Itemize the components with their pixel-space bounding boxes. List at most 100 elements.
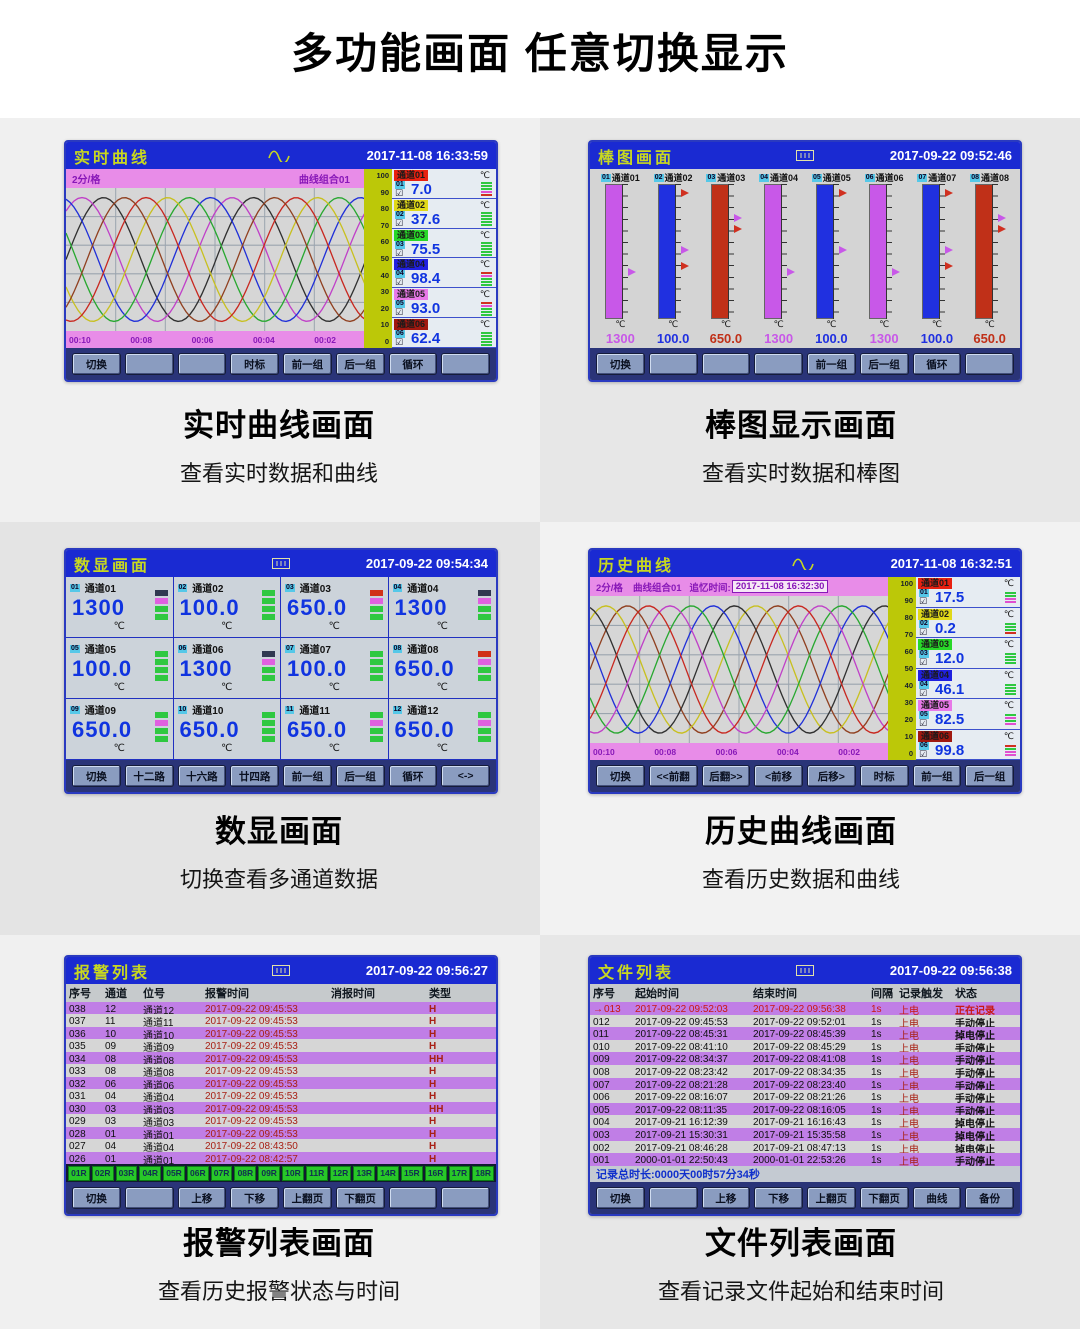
relay-tag[interactable]: 07R	[210, 1165, 233, 1181]
relay-tag[interactable]: 10R	[282, 1165, 304, 1181]
channel-checkbox[interactable]: ☑	[919, 687, 928, 698]
softkey-button[interactable]: 上移	[702, 1188, 750, 1208]
relay-tag[interactable]: 16R	[424, 1165, 447, 1181]
relay-tag[interactable]: 04R	[139, 1165, 162, 1181]
channel-checkbox[interactable]: ☑	[395, 337, 404, 348]
relay-tag[interactable]: 09R	[258, 1165, 281, 1181]
file-row[interactable]: 005 2017-09-22 08:11:35 2017-09-22 08:16:0…	[590, 1102, 1020, 1118]
file-row[interactable]: 007 2017-09-22 08:21:28 2017-09-22 08:23:4…	[590, 1077, 1020, 1093]
softkey-button-blank[interactable]	[125, 354, 173, 374]
relay-tag[interactable]: 01R	[68, 1165, 90, 1181]
relay-tag[interactable]: 17R	[448, 1165, 471, 1181]
status-lights	[262, 651, 275, 681]
softkey-button[interactable]: 备份	[966, 1188, 1013, 1208]
channel-checkbox[interactable]: ☑	[395, 307, 404, 318]
channel-checkbox[interactable]: ☑	[395, 187, 404, 198]
relay-tag[interactable]: 12R	[329, 1165, 352, 1181]
file-row[interactable]: 004 2017-09-21 16:12:39 2017-09-21 16:16:4…	[590, 1115, 1020, 1130]
softkey-button[interactable]: 上翻页	[808, 1188, 855, 1208]
softkey-button[interactable]: 下翻页	[860, 1188, 908, 1208]
softkey-button-blank[interactable]	[702, 354, 750, 374]
softkey-button[interactable]: 上翻页	[284, 1188, 331, 1208]
softkey-button[interactable]: 后移>	[808, 766, 855, 786]
channel-checkbox[interactable]: ☑	[919, 596, 928, 607]
softkey-button[interactable]: 循环	[389, 766, 437, 786]
file-row[interactable]: 003 2017-09-21 15:30:31 2017-09-21 15:35:5…	[590, 1128, 1020, 1143]
file-row[interactable]: →013 2017-09-22 09:52:03 2017-09-22 09:56:…	[590, 1002, 1020, 1017]
softkey-button-blank[interactable]	[966, 354, 1013, 374]
channel-name-label: 通道04	[407, 584, 439, 595]
softkey-button[interactable]: 前一组	[284, 766, 331, 786]
softkey-button-blank[interactable]	[649, 1188, 697, 1208]
softkey-button[interactable]: 切换	[597, 354, 644, 374]
channel-checkbox[interactable]: ☑	[395, 217, 404, 228]
channel-name-label: 通道07	[928, 173, 957, 183]
softkey-button[interactable]: 前一组	[808, 354, 855, 374]
softkey-button[interactable]: <前移	[755, 766, 802, 786]
softkey-button-blank[interactable]	[389, 1188, 437, 1208]
channel-checkbox[interactable]: ☑	[919, 748, 928, 759]
softkey-button[interactable]: 前一组	[284, 354, 331, 374]
softkey-button[interactable]: 后一组	[336, 354, 384, 374]
file-row[interactable]: 008 2017-09-22 08:23:42 2017-09-22 08:34:3…	[590, 1065, 1020, 1080]
file-row[interactable]: 010 2017-09-22 08:41:10 2017-09-22 08:45:2…	[590, 1039, 1020, 1055]
relay-tag[interactable]: 08R	[234, 1165, 257, 1181]
softkey-button[interactable]: 切换	[73, 1188, 120, 1208]
file-row[interactable]: 001 2000-01-01 22:50:43 2000-01-01 22:53:2…	[590, 1153, 1020, 1168]
softkey-button[interactable]: 下移	[231, 1188, 278, 1208]
softkey-button[interactable]: 曲线	[913, 1188, 961, 1208]
softkey-button[interactable]: 循环	[913, 354, 961, 374]
softkey-button-blank[interactable]	[178, 354, 226, 374]
softkey-button[interactable]: 切换	[597, 766, 644, 786]
relay-tag[interactable]: 14R	[377, 1165, 399, 1181]
softkey-button[interactable]: 切换	[73, 354, 120, 374]
softkey-button[interactable]: 十六路	[178, 766, 226, 786]
softkey-button[interactable]: 后一组	[860, 354, 908, 374]
softkey-button-blank[interactable]	[755, 354, 802, 374]
softkey-button[interactable]: 后一组	[966, 766, 1013, 786]
softkey-button[interactable]: 循环	[389, 354, 437, 374]
file-row[interactable]: 006 2017-09-22 08:16:07 2017-09-22 08:21:2…	[590, 1090, 1020, 1105]
status-lights	[478, 712, 491, 742]
relay-tag[interactable]: 02R	[91, 1165, 114, 1181]
relay-tag[interactable]: 06R	[186, 1165, 209, 1181]
softkey-button[interactable]: 后一组	[336, 766, 384, 786]
channel-checkbox[interactable]: ☑	[395, 277, 404, 288]
curve-group-label: 曲线组合01	[632, 582, 682, 594]
file-row[interactable]: 002 2017-09-21 08:46:28 2017-09-21 08:47:1…	[590, 1140, 1020, 1156]
softkey-button[interactable]: 时标	[231, 354, 278, 374]
softkey-button[interactable]: 十二路	[125, 766, 173, 786]
caption-title: 实时曲线画面	[183, 408, 375, 443]
file-row[interactable]: 009 2017-09-22 08:34:37 2017-09-22 08:41:0…	[590, 1052, 1020, 1067]
softkey-button-blank[interactable]	[442, 354, 489, 374]
channel-checkbox[interactable]: ☑	[919, 718, 928, 729]
softkey-button[interactable]: 时标	[860, 766, 908, 786]
scale-tick: 20	[380, 303, 389, 313]
softkey-button[interactable]: <->	[442, 766, 489, 786]
softkey-button-blank[interactable]	[442, 1188, 489, 1208]
channel-item: 通道06 ℃ 06 ☑ 99.8	[916, 729, 1020, 760]
softkey-button[interactable]: 前一组	[913, 766, 961, 786]
relay-tag[interactable]: 05R	[163, 1165, 185, 1181]
channel-checkbox[interactable]: ☑	[919, 626, 928, 637]
softkey-button[interactable]: 下翻页	[336, 1188, 384, 1208]
relay-tag[interactable]: 18R	[472, 1165, 495, 1181]
softkey-button[interactable]: 后翻>>	[702, 766, 750, 786]
relay-tag[interactable]: 13R	[353, 1165, 376, 1181]
channel-checkbox[interactable]: ☑	[919, 657, 928, 668]
softkey-button[interactable]: <<前翻	[649, 766, 697, 786]
softkey-button[interactable]: 上移	[178, 1188, 226, 1208]
channel-checkbox[interactable]: ☑	[395, 247, 404, 258]
softkey-button[interactable]: 下移	[755, 1188, 802, 1208]
softkey-button[interactable]: 切换	[73, 766, 120, 786]
softkey-button-blank[interactable]	[125, 1188, 173, 1208]
relay-tag[interactable]: 15R	[400, 1165, 423, 1181]
softkey-button-blank[interactable]	[649, 354, 697, 374]
file-row[interactable]: 012 2017-09-22 09:45:53 2017-09-22 09:52:0…	[590, 1014, 1020, 1030]
relay-tag[interactable]: 03R	[115, 1165, 138, 1181]
channel-number-chip: 09	[70, 705, 80, 714]
relay-tag[interactable]: 11R	[305, 1165, 328, 1181]
softkey-button[interactable]: 廿四路	[231, 766, 278, 786]
file-row[interactable]: 011 2017-09-22 08:45:31 2017-09-22 08:45:3…	[590, 1027, 1020, 1042]
softkey-button[interactable]: 切换	[597, 1188, 644, 1208]
